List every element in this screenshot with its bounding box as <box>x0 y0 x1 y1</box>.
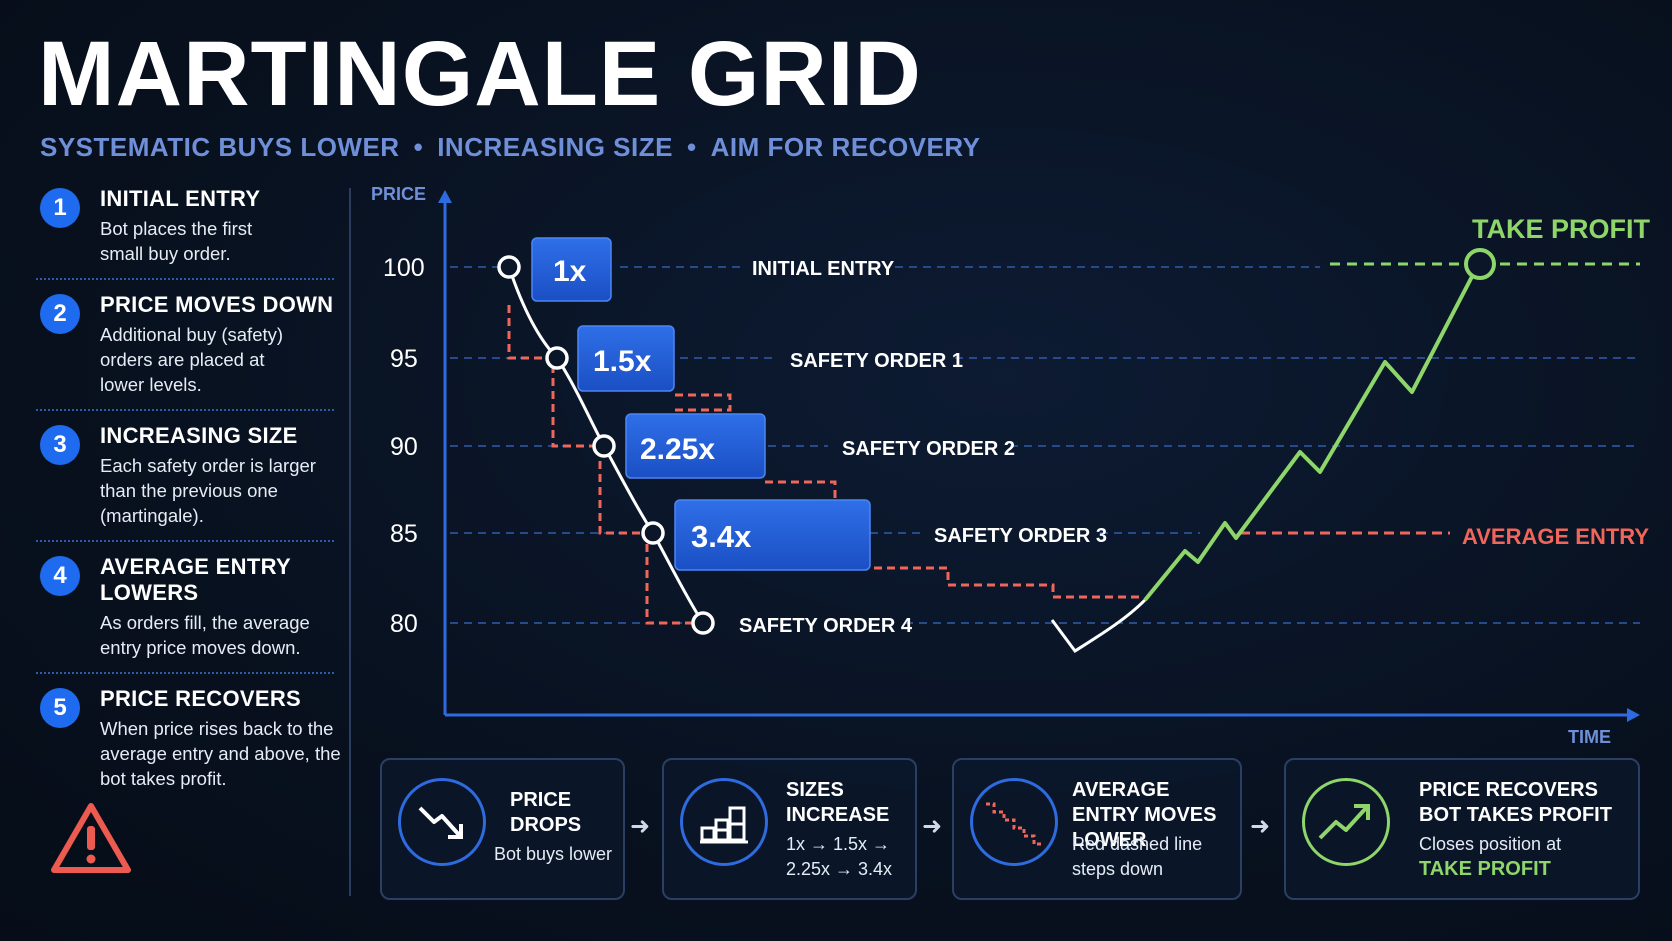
average-entry-line <box>675 393 732 412</box>
bar-blocks-icon <box>680 778 768 866</box>
step-title: INITIAL ENTRY <box>100 186 261 211</box>
step-number: 1 <box>40 188 80 228</box>
flow-arrow: ➜ <box>630 813 651 840</box>
flow-arrow: ➜ <box>1250 813 1271 840</box>
average-entry-steps-upper <box>675 393 732 410</box>
x-axis-label: TIME <box>1568 727 1611 747</box>
subtitle-part-3: AIM FOR RECOVERY <box>710 132 981 162</box>
warning-icon <box>51 803 131 873</box>
order-label: INITIAL ENTRY <box>752 258 895 280</box>
y-tick-label: 100 <box>383 254 425 282</box>
flow-card-description-text: Closes position at <box>1419 834 1562 854</box>
flow-card-take-profit: PRICE RECOVERS BOT TAKES PROFIT Closes p… <box>1284 758 1640 900</box>
average-entry-steps-mid <box>765 480 837 499</box>
step-description: Each safety order is larger than the pre… <box>100 455 316 526</box>
order-size-box <box>674 499 871 571</box>
order-point <box>641 521 665 545</box>
step-description: As orders fill, the average entry price … <box>100 612 310 658</box>
step-number: 4 <box>40 556 80 596</box>
order-point <box>545 346 569 370</box>
flow-card-description: Bot buys lower <box>494 844 613 864</box>
order-label: SAFETY ORDER 4 <box>739 615 913 637</box>
price-decline-curve <box>507 266 705 624</box>
take-profit-label: TAKE PROFIT <box>1472 214 1650 244</box>
subtitle-separator: • <box>413 132 424 162</box>
step-5: 5 PRICE RECOVERS When price rises back t… <box>36 686 341 791</box>
take-profit-point <box>1464 248 1496 280</box>
order-point <box>592 434 616 458</box>
step-description: Additional buy (safety) orders are place… <box>100 324 284 395</box>
x-axis-arrow <box>1627 708 1640 722</box>
steps-list: 1 INITIAL ENTRY Bot places the first sma… <box>36 186 341 791</box>
flow-card-average-entry: AVERAGE ENTRY MOVES LOWER Red dashed lin… <box>952 758 1242 900</box>
take-profit-highlight: TAKE PROFIT <box>1419 858 1551 880</box>
order-size-label: 1x <box>553 255 587 288</box>
step-4: 4 AVERAGE ENTRY LOWERS As orders fill, t… <box>36 554 338 660</box>
step-title: PRICE MOVES DOWN <box>100 292 334 317</box>
divider <box>36 672 334 674</box>
flow-card-title: SIZES INCREASE <box>786 779 890 826</box>
price-recovery-line <box>1143 264 1480 602</box>
order-size-label: 1.5x <box>593 345 652 378</box>
step-1: 1 INITIAL ENTRY Bot places the first sma… <box>36 186 338 266</box>
step-2: 2 PRICE MOVES DOWN Additional buy (safet… <box>36 292 338 397</box>
step-title: INCREASING SIZE <box>100 423 298 448</box>
order-label: SAFETY ORDER 3 <box>934 525 1107 547</box>
order-point <box>691 611 715 635</box>
divider <box>36 540 334 542</box>
flow-card-description: Red dashed line steps down <box>1072 834 1203 879</box>
y-tick-label: 90 <box>390 433 418 461</box>
stepdown-icon <box>970 778 1058 866</box>
step-number: 3 <box>40 425 80 465</box>
y-tick-label: 80 <box>390 610 418 638</box>
step-number: 2 <box>40 294 80 334</box>
order-size-box <box>625 413 766 479</box>
y-tick-label: 95 <box>390 345 418 373</box>
panel-divider <box>349 188 351 896</box>
flow-arrow: ➜ <box>922 813 943 840</box>
order-label: SAFETY ORDER 1 <box>790 350 963 372</box>
flow-card-description: 1x → 1.5x → 2.25x → 3.4x <box>786 834 893 879</box>
order-size-box <box>577 325 675 392</box>
average-entry-steps <box>507 305 693 625</box>
step-description: Bot places the first small buy order. <box>100 218 253 264</box>
average-entry-steps-lower <box>874 566 1140 599</box>
order-size-label: 3.4x <box>691 519 752 554</box>
divider <box>36 278 334 280</box>
divider <box>36 409 334 411</box>
order-point <box>497 255 521 279</box>
trend-down-icon <box>398 778 486 866</box>
step-3: 3 INCREASING SIZE Each safety order is l… <box>36 423 338 528</box>
subtitle-part-1: SYSTEMATIC BUYS LOWER <box>40 132 400 162</box>
trend-up-icon <box>1302 778 1390 866</box>
price-bottom-curve <box>1050 598 1147 654</box>
average-entry-label: AVERAGE ENTRY <box>1462 524 1649 549</box>
step-description: When price rises back to the average ent… <box>100 718 341 789</box>
y-axis-arrow <box>438 190 452 203</box>
flow-card-description: Closes position at TAKE PROFIT <box>1419 832 1629 882</box>
flow-card-price-drops: PRICE DROPS Bot buys lower <box>380 758 625 900</box>
flow-card-sizes-increase: SIZES INCREASE 1x → 1.5x → 2.25x → 3.4x <box>662 758 917 900</box>
subtitle-separator: • <box>686 132 697 162</box>
step-title: PRICE RECOVERS <box>100 686 302 711</box>
step-title: AVERAGE ENTRY LOWERS <box>100 554 291 605</box>
subtitle: SYSTEMATIC BUYS LOWER • INCREASING SIZE • AI… <box>40 132 981 163</box>
page-title: MARTINGALE GRID <box>38 23 922 125</box>
order-label: SAFETY ORDER 2 <box>842 438 1015 460</box>
flow-card-title: AVERAGE ENTRY MOVES LOWER <box>1072 779 1217 851</box>
flow-card-title: PRICE DROPS <box>510 789 582 836</box>
flow-card-title: PRICE RECOVERS BOT TAKES PROFIT <box>1419 779 1612 826</box>
order-size-box <box>531 237 612 302</box>
y-tick-label: 85 <box>390 520 418 548</box>
step-number: 5 <box>40 688 80 728</box>
subtitle-part-2: INCREASING SIZE <box>437 132 673 162</box>
y-axis-label: PRICE <box>371 184 426 204</box>
order-size-label: 2.25x <box>640 433 715 466</box>
